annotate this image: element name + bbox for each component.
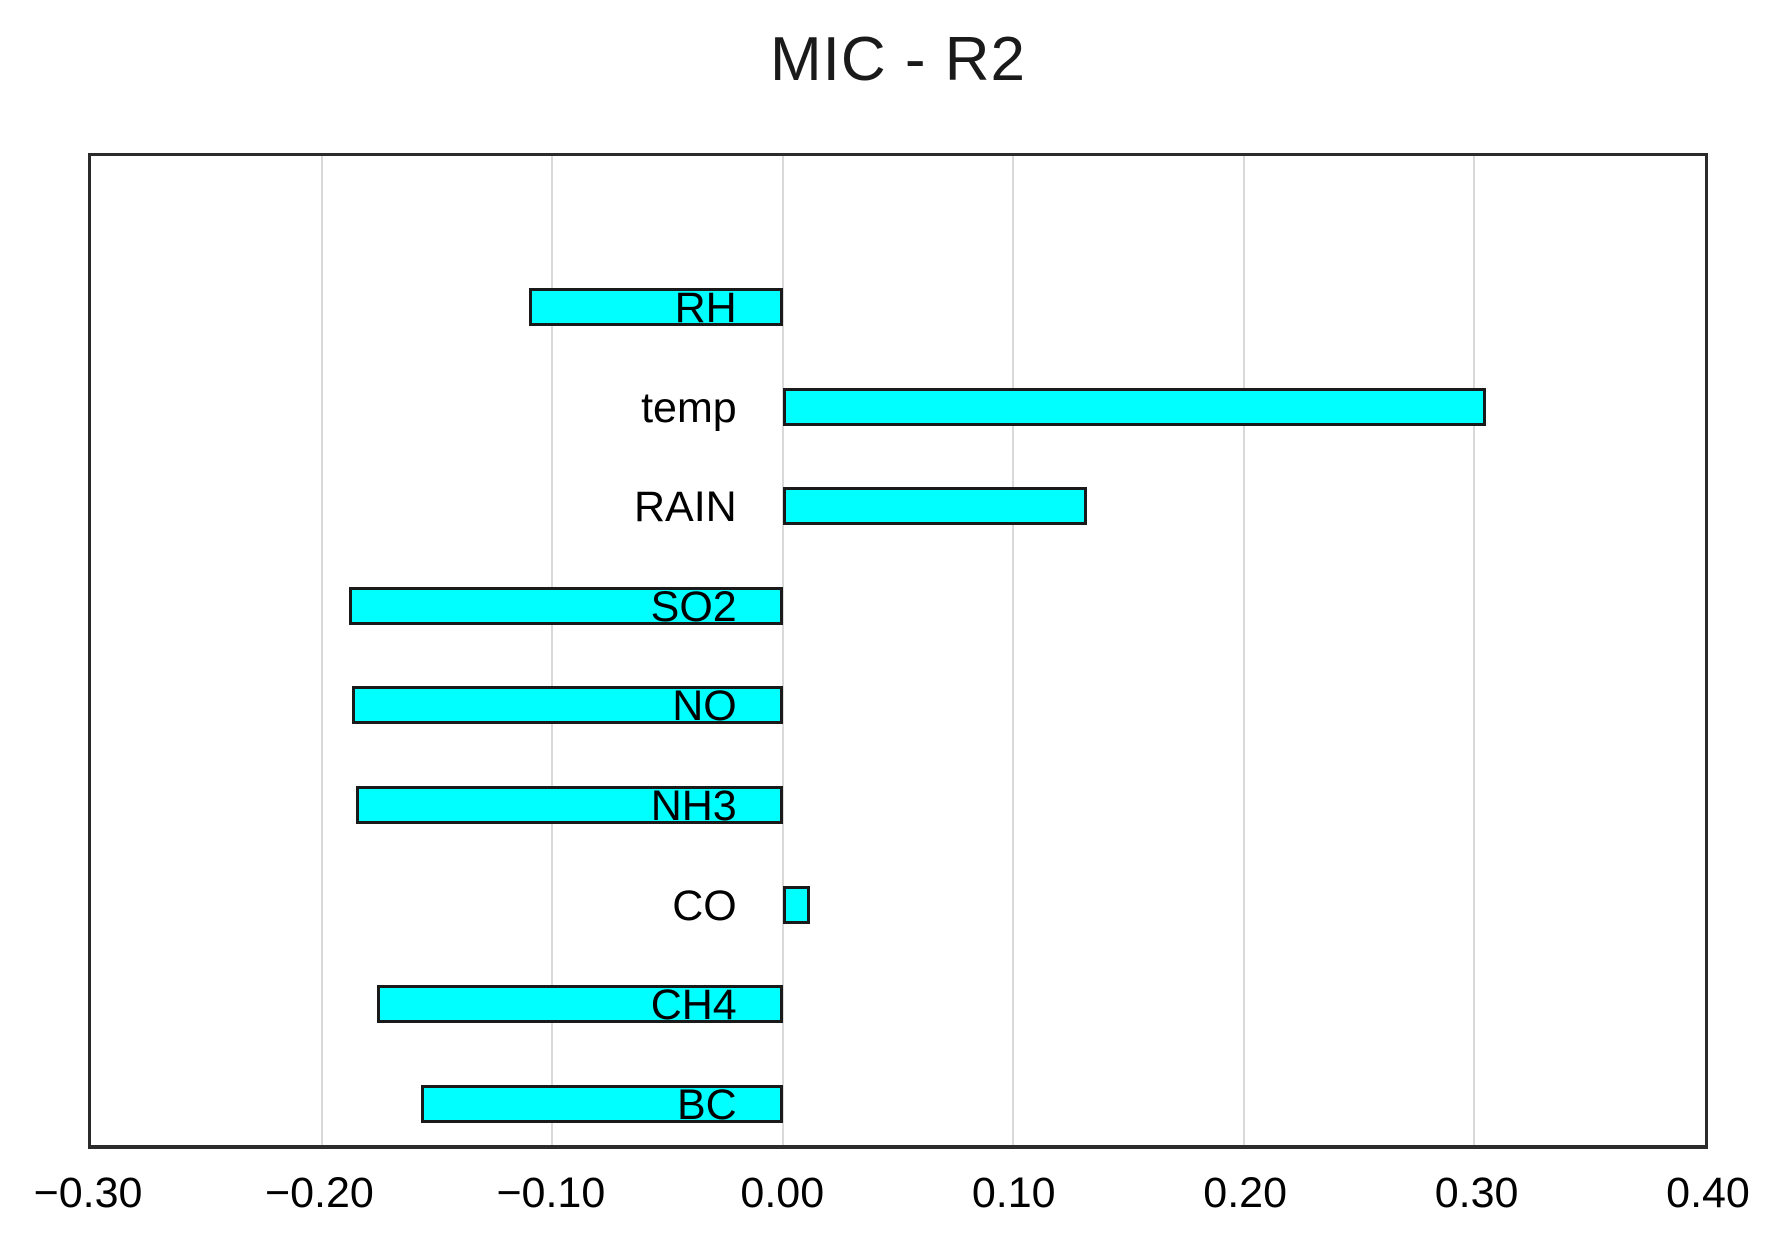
bar-rain <box>782 487 1088 526</box>
gridline <box>1242 156 1245 1145</box>
category-label-rain: RAIN <box>633 483 737 532</box>
bar-co <box>782 885 811 924</box>
chart-title: MIC - R2 <box>770 25 1026 94</box>
bar-rh <box>529 288 783 326</box>
bar-nh3 <box>356 786 783 824</box>
plot-area: RH temp RAIN SO2 NO NH3 CO CH4 BC <box>88 153 1708 1149</box>
x-tick-label: 0.00 <box>740 1169 825 1217</box>
category-label-bc: BC <box>676 1080 737 1129</box>
bar-bc <box>420 1084 783 1123</box>
x-tick-label: 0.10 <box>971 1169 1056 1217</box>
category-label-so2: SO2 <box>650 582 737 631</box>
x-tick-label: 0.20 <box>1203 1169 1287 1217</box>
x-tick-label: −0.30 <box>33 1169 143 1217</box>
x-tick-label: 0.30 <box>1434 1169 1519 1217</box>
category-label-ch4: CH4 <box>650 981 737 1030</box>
category-label-no: NO <box>672 682 737 731</box>
gridline <box>1473 156 1476 1145</box>
gridline <box>781 156 784 1145</box>
gridline <box>1012 156 1015 1145</box>
bar-so2 <box>349 586 783 625</box>
bar-no <box>351 686 783 725</box>
category-label-temp: temp <box>641 383 737 432</box>
x-tick-label: −0.10 <box>496 1169 606 1217</box>
gridline <box>551 156 554 1145</box>
bar-ch4 <box>376 985 783 1024</box>
category-label-co: CO <box>672 881 737 930</box>
category-label-rh: RH <box>674 284 737 332</box>
gridline <box>320 156 323 1145</box>
x-tick-label: −0.20 <box>265 1169 374 1217</box>
category-label-nh3: NH3 <box>650 782 737 830</box>
x-tick-label: 0.40 <box>1666 1169 1750 1217</box>
bar-temp <box>782 387 1486 426</box>
